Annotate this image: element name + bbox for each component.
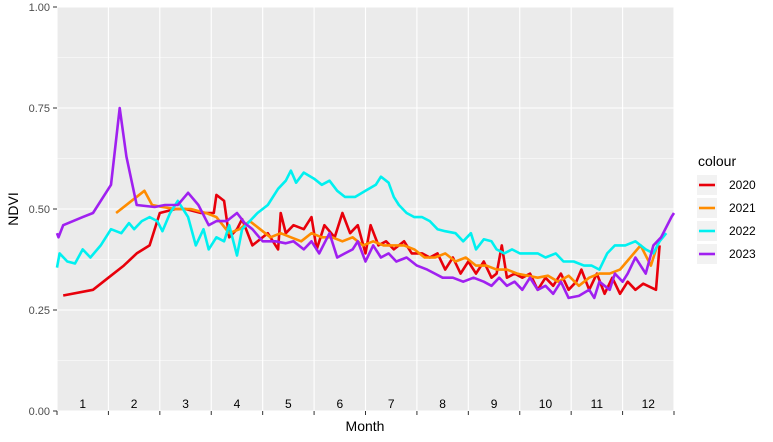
month-label: 1 [79, 397, 86, 411]
month-label: 7 [388, 397, 395, 411]
month-label: 3 [182, 397, 189, 411]
month-label: 12 [642, 397, 656, 411]
legend-label-2023: 2023 [729, 247, 756, 261]
month-label: 10 [539, 397, 553, 411]
series-line-2021 [115, 189, 660, 288]
month-label: 5 [285, 397, 292, 411]
y-tick-label: 0.00 [29, 406, 50, 418]
legend: colour 2020 2021 2022 2023 [697, 153, 756, 264]
month-label: 6 [336, 397, 343, 411]
y-axis-title: NDVI [5, 192, 21, 225]
legend-label-2020: 2020 [729, 178, 756, 192]
month-label: 11 [591, 397, 604, 411]
month-label: 9 [491, 397, 498, 411]
series-line-2023 [55, 106, 676, 300]
legend-title: colour [698, 153, 736, 169]
x-axis [56, 411, 675, 415]
y-tick-label: 1.00 [29, 2, 50, 14]
legend-label-2022: 2022 [729, 224, 756, 238]
y-axis: 0.00 0.25 0.50 0.75 1.00 [29, 2, 57, 418]
series-line-2022 [55, 169, 668, 271]
y-tick-label: 0.25 [29, 305, 50, 317]
y-tick-label: 0.75 [29, 103, 50, 115]
x-axis-title: Month [346, 418, 385, 434]
month-label: 4 [234, 397, 241, 411]
legend-label-2021: 2021 [729, 201, 756, 215]
y-tick-label: 0.50 [29, 204, 50, 216]
month-label: 8 [439, 397, 446, 411]
series-lines [55, 106, 676, 300]
month-label: 2 [131, 397, 138, 411]
month-labels: 1 2 3 4 5 6 7 8 9 10 11 12 [79, 397, 655, 411]
